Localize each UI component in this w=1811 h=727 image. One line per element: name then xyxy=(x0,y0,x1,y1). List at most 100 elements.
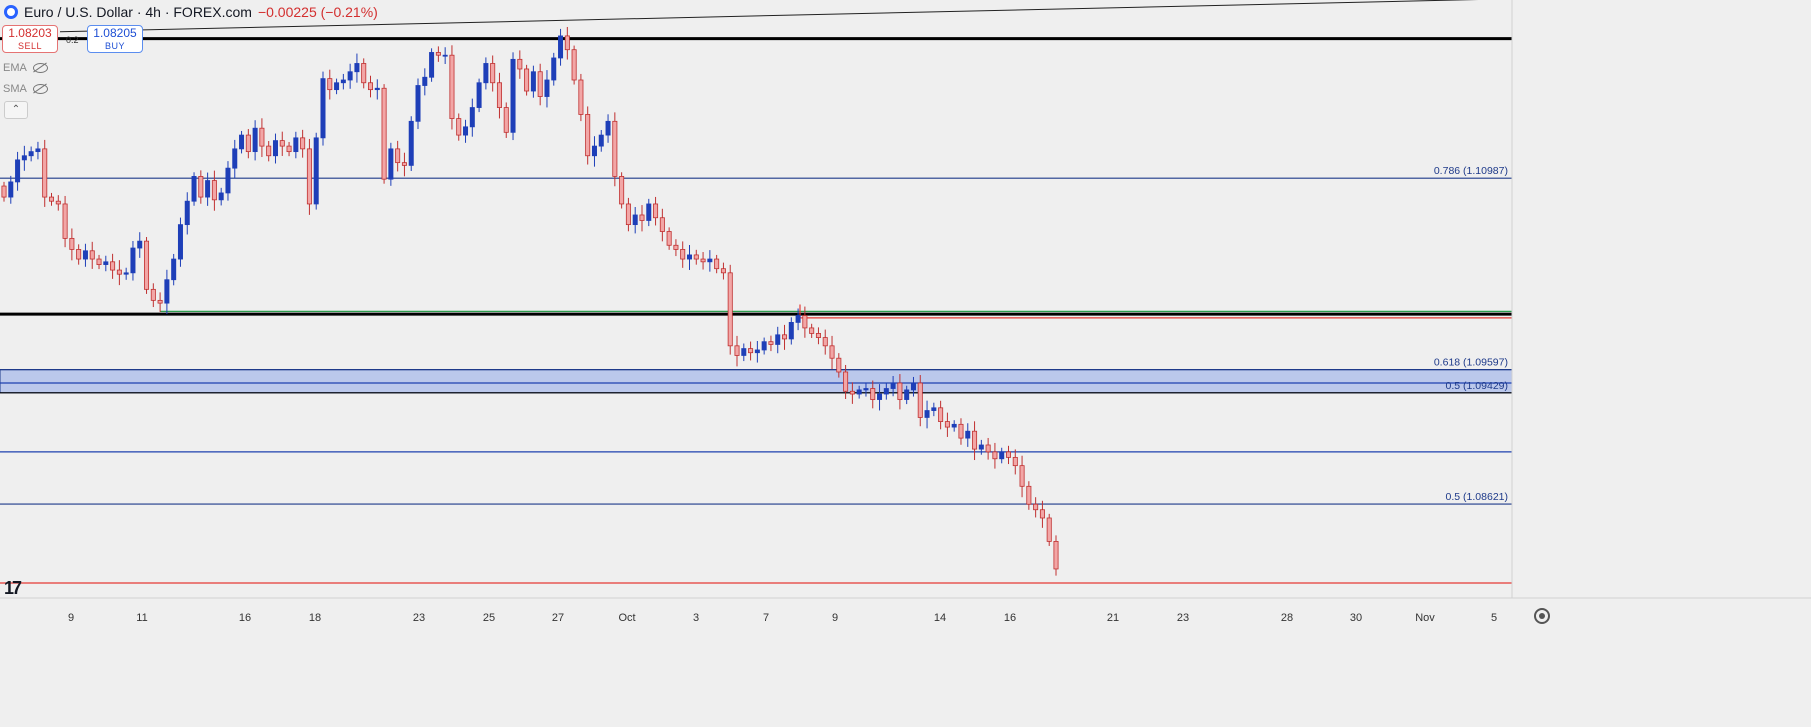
time-tick: 21 xyxy=(1107,612,1119,624)
candle-body xyxy=(340,79,346,84)
candle-body xyxy=(612,120,618,177)
eye-hidden-icon[interactable] xyxy=(32,84,48,94)
ema-indicator[interactable]: EMA xyxy=(3,62,48,74)
candle-body xyxy=(924,410,930,418)
candle-body xyxy=(809,327,815,334)
spread-value: 0.2 xyxy=(66,35,79,45)
candle-body xyxy=(456,118,462,136)
candle-body xyxy=(673,244,679,250)
candle-body xyxy=(483,63,489,84)
time-tick: 25 xyxy=(483,612,495,624)
candle-body xyxy=(931,407,937,411)
candle-body xyxy=(714,258,720,270)
candle-body xyxy=(327,78,333,91)
candle-body xyxy=(897,382,903,400)
symbol-header: Euro / U.S. Dollar · 4h · FOREX.com −0.0… xyxy=(4,4,378,20)
candle-body xyxy=(802,315,808,329)
buy-button[interactable]: 1.08205 BUY xyxy=(87,25,143,53)
candle-body xyxy=(693,254,699,260)
candle-body xyxy=(490,63,496,84)
sell-price: 1.08203 xyxy=(8,26,52,40)
candle-body xyxy=(496,82,502,108)
trendline xyxy=(59,0,1479,33)
eye-hidden-icon[interactable] xyxy=(32,63,48,73)
fib-label: 0.786 (1.10987) xyxy=(1434,165,1508,177)
fib-label: 0.5 (1.08621) xyxy=(1446,491,1508,503)
time-tick: 11 xyxy=(136,612,147,624)
candle-body xyxy=(225,167,231,194)
candles xyxy=(1,26,1059,576)
candle-body xyxy=(938,407,944,422)
candle-body xyxy=(293,137,299,153)
candle-body xyxy=(761,341,767,351)
candle-body xyxy=(334,82,340,91)
candle-body xyxy=(408,120,414,166)
candle-body xyxy=(286,145,292,153)
time-axis[interactable]: 9 11 16 18 23 25 27 Oct 3 7 9 14 16 21 23 28 30 Nov 5 xyxy=(68,612,1497,624)
candle-body xyxy=(171,258,177,281)
settings-gear-icon[interactable] xyxy=(1534,608,1550,624)
sell-button[interactable]: 1.08203 SELL xyxy=(2,25,58,53)
candle-body xyxy=(625,203,631,226)
candle-body xyxy=(422,76,428,86)
fib-label: 0.5 (1.09429) xyxy=(1446,380,1508,392)
buy-label: BUY xyxy=(104,41,125,51)
candle-body xyxy=(653,203,659,219)
candle-body xyxy=(191,176,197,202)
candle-body xyxy=(21,155,27,161)
time-tick: 16 xyxy=(1004,612,1016,624)
candle-body xyxy=(259,127,265,147)
candle-body xyxy=(524,68,530,92)
candle-body xyxy=(782,334,788,340)
candle-body xyxy=(266,145,272,157)
buy-price: 1.08205 xyxy=(93,26,137,40)
candle-body xyxy=(978,444,984,450)
candle-body xyxy=(1026,485,1032,505)
candle-body xyxy=(381,87,387,180)
candle-body xyxy=(150,288,156,301)
candle-body xyxy=(1039,509,1045,519)
candle-body xyxy=(768,341,774,345)
candle-body xyxy=(910,382,916,391)
candle-body xyxy=(883,388,889,395)
candle-body xyxy=(463,126,469,136)
candle-body xyxy=(856,389,862,395)
candle-body xyxy=(585,114,591,157)
candle-body xyxy=(829,345,835,359)
candle-body xyxy=(720,268,726,274)
candle-body xyxy=(239,134,245,150)
time-tick: 23 xyxy=(413,612,425,624)
candle-body xyxy=(137,240,143,249)
candle-body xyxy=(917,382,923,418)
candle-body xyxy=(449,54,455,119)
candle-body xyxy=(435,52,441,56)
candle-body xyxy=(116,269,122,275)
candle-body xyxy=(666,231,672,246)
time-tick: Nov xyxy=(1415,612,1435,624)
candle-body xyxy=(748,348,754,354)
candle-body xyxy=(965,430,971,439)
time-tick: 16 xyxy=(239,612,251,624)
candle-body xyxy=(76,249,82,260)
candle-body xyxy=(313,137,319,205)
candle-body xyxy=(395,148,401,164)
candle-body xyxy=(951,423,957,428)
collapse-legend-button[interactable]: ⌃ xyxy=(4,101,28,119)
time-tick: 23 xyxy=(1177,612,1189,624)
sma-indicator[interactable]: SMA xyxy=(3,83,48,95)
candle-body xyxy=(1046,517,1052,542)
candle-body xyxy=(795,315,801,323)
candle-body xyxy=(890,382,896,389)
time-tick: 9 xyxy=(832,612,838,624)
fib-label: 0.618 (1.09597) xyxy=(1434,357,1508,369)
candle-body xyxy=(619,176,625,205)
candle-body xyxy=(367,82,374,91)
candle-body xyxy=(164,279,170,304)
candle-body xyxy=(598,134,604,147)
candle-body xyxy=(659,217,665,232)
candle-body xyxy=(686,254,693,260)
candle-body xyxy=(985,444,991,453)
candle-body xyxy=(775,334,781,345)
candle-body xyxy=(1033,503,1039,511)
